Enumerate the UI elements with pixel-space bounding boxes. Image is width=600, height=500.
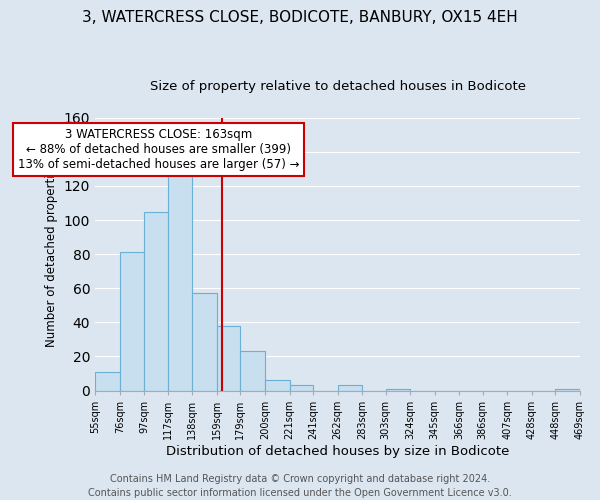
- Bar: [217, 326, 241, 390]
- Bar: [386, 389, 410, 390]
- X-axis label: Distribution of detached houses by size in Bodicote: Distribution of detached houses by size …: [166, 444, 509, 458]
- Bar: [290, 386, 313, 390]
- Text: 3, WATERCRESS CLOSE, BODICOTE, BANBURY, OX15 4EH: 3, WATERCRESS CLOSE, BODICOTE, BANBURY, …: [82, 10, 518, 25]
- Bar: [556, 389, 580, 390]
- Text: 3 WATERCRESS CLOSE: 163sqm
← 88% of detached houses are smaller (399)
13% of sem: 3 WATERCRESS CLOSE: 163sqm ← 88% of deta…: [17, 128, 299, 171]
- Bar: [241, 352, 265, 391]
- Bar: [338, 386, 362, 390]
- Bar: [144, 212, 168, 390]
- Y-axis label: Number of detached properties: Number of detached properties: [45, 161, 58, 347]
- Bar: [193, 294, 217, 390]
- Bar: [265, 380, 290, 390]
- Bar: [95, 372, 119, 390]
- Bar: [168, 169, 193, 390]
- Title: Size of property relative to detached houses in Bodicote: Size of property relative to detached ho…: [149, 80, 526, 93]
- Bar: [119, 252, 144, 390]
- Text: Contains HM Land Registry data © Crown copyright and database right 2024.
Contai: Contains HM Land Registry data © Crown c…: [88, 474, 512, 498]
